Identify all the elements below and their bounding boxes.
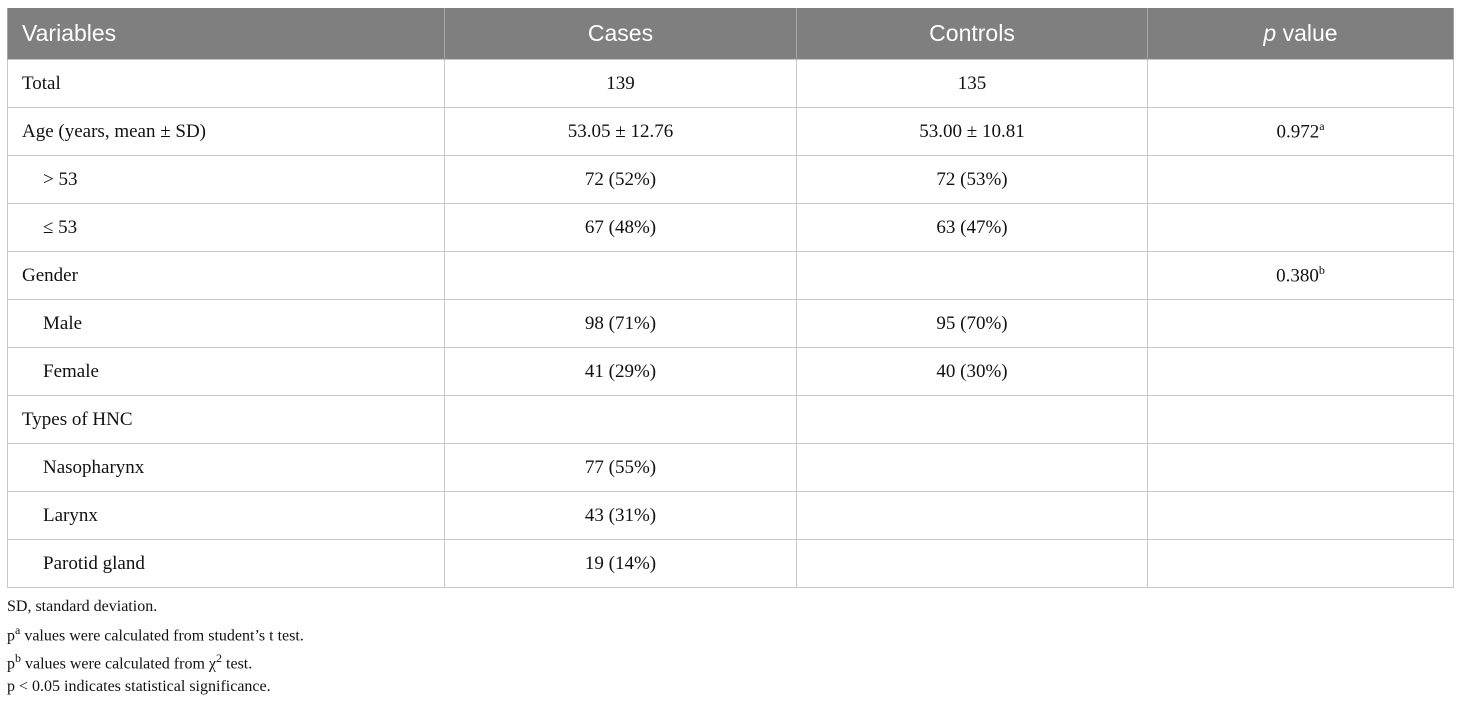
- row-label: Female: [7, 347, 445, 396]
- controls-cell: [796, 491, 1148, 540]
- footnote-b-text-end: test.: [222, 655, 253, 673]
- table-row: Gender 0.380b: [7, 251, 1454, 300]
- row-label: Male: [7, 299, 445, 348]
- cases-cell: [444, 251, 797, 300]
- table-row: Parotid gland 19 (14%): [7, 539, 1454, 588]
- p-value-cell: [1147, 491, 1454, 540]
- row-label: Gender: [7, 251, 445, 300]
- p-value-cell: [1147, 203, 1454, 252]
- row-label: ≤ 53: [7, 203, 445, 252]
- p-value: 0.972: [1276, 121, 1320, 143]
- footnote-sd: SD, standard deviation.: [7, 598, 158, 615]
- table-row: Nasopharynx 77 (55%): [7, 443, 1454, 492]
- row-label: Larynx: [7, 491, 445, 540]
- cases-cell: 19 (14%): [444, 539, 797, 588]
- header-variables: Variables: [7, 8, 445, 60]
- table-row: Age (years, mean ± SD) 53.05 ± 12.76 53.…: [7, 107, 1454, 156]
- controls-cell: [796, 443, 1148, 492]
- header-p-suffix: value: [1276, 20, 1338, 46]
- p-value-superscript: b: [1318, 263, 1325, 278]
- controls-cell: 40 (30%): [796, 347, 1148, 396]
- cases-cell: 67 (48%): [444, 203, 797, 252]
- header-row: Variables Cases Controls p value: [7, 8, 1454, 60]
- controls-cell: 95 (70%): [796, 299, 1148, 348]
- header-p-value: p value: [1147, 8, 1454, 60]
- p-value-cell: [1147, 347, 1454, 396]
- row-label: Parotid gland: [7, 539, 445, 588]
- p-value-superscript: a: [1319, 119, 1325, 134]
- footnote-a-text: values were calculated from student’s t …: [20, 626, 304, 644]
- footnote-b-p: p: [7, 655, 15, 673]
- footnote-b-text: values were calculated from χ: [21, 655, 217, 673]
- table-row: Types of HNC: [7, 395, 1454, 444]
- footnote-a-p: p: [7, 626, 15, 644]
- cases-cell: 77 (55%): [444, 443, 797, 492]
- cases-cell: 98 (71%): [444, 299, 797, 348]
- footnote-b-chi-exponent: 2: [216, 651, 223, 666]
- controls-cell: 135: [796, 59, 1148, 108]
- p-value-cell: 0.380b: [1147, 251, 1454, 300]
- footnote-a: pa values were calculated from student’s…: [7, 619, 304, 648]
- p-value-cell: [1147, 59, 1454, 108]
- cases-cell: 72 (52%): [444, 155, 797, 204]
- table-row: Larynx 43 (31%): [7, 491, 1454, 540]
- p-value-cell: [1147, 443, 1454, 492]
- controls-cell: [796, 395, 1148, 444]
- table-row: ≤ 53 67 (48%) 63 (47%): [7, 203, 1454, 252]
- table-row: Female 41 (29%) 40 (30%): [7, 347, 1454, 396]
- p-value-cell: [1147, 155, 1454, 204]
- p-value-cell: [1147, 539, 1454, 588]
- p-value-cell: 0.972a: [1147, 107, 1454, 156]
- table-footnotes: SD, standard deviation. pa values were c…: [7, 596, 304, 699]
- header-p-letter: p: [1263, 20, 1277, 46]
- row-label: Age (years, mean ± SD): [7, 107, 445, 156]
- controls-cell: 72 (53%): [796, 155, 1148, 204]
- cases-cell: [444, 395, 797, 444]
- header-controls: Controls: [796, 8, 1148, 60]
- p-value-cell: [1147, 395, 1454, 444]
- p-value: 0.380: [1276, 265, 1319, 287]
- row-label: Types of HNC: [7, 395, 445, 444]
- row-label: Total: [7, 59, 445, 108]
- controls-cell: [796, 539, 1148, 588]
- footnote-significance: p < 0.05 indicates statistical significa…: [7, 678, 271, 696]
- data-table-container: Variables Cases Controls p value Total 1…: [7, 8, 1454, 588]
- controls-cell: 63 (47%): [796, 203, 1148, 252]
- cases-cell: 139: [444, 59, 797, 108]
- cases-cell: 53.05 ± 12.76: [444, 107, 797, 156]
- table-row: Total 139 135: [7, 59, 1454, 108]
- controls-cell: 53.00 ± 10.81: [796, 107, 1148, 156]
- row-label: > 53: [7, 155, 445, 204]
- footnote-b: pb values were calculated from χ2 test.: [7, 647, 304, 676]
- demographics-table: Variables Cases Controls p value Total 1…: [7, 8, 1454, 588]
- table-row: Male 98 (71%) 95 (70%): [7, 299, 1454, 348]
- p-value-cell: [1147, 299, 1454, 348]
- footnote-a-superscript: a: [15, 622, 21, 637]
- row-label: Nasopharynx: [7, 443, 445, 492]
- controls-cell: [796, 251, 1148, 300]
- footnote-b-superscript: b: [15, 651, 21, 666]
- cases-cell: 43 (31%): [444, 491, 797, 540]
- table-row: > 53 72 (52%) 72 (53%): [7, 155, 1454, 204]
- header-cases: Cases: [444, 8, 797, 60]
- cases-cell: 41 (29%): [444, 347, 797, 396]
